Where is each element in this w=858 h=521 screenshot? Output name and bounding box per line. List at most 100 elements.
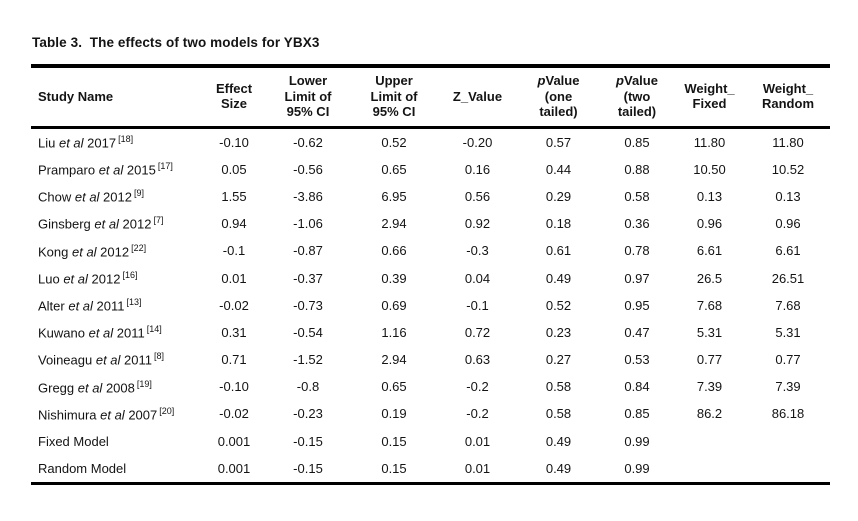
value-cell: 0.85	[624, 134, 650, 150]
value-cell: 0.13	[775, 188, 801, 204]
value-cell: 0.01	[221, 270, 247, 286]
citation-ref: [13]	[126, 297, 142, 308]
value-cell: 0.58	[545, 406, 572, 422]
value-cell: 0.94	[221, 216, 247, 232]
value-cell: 0.66	[381, 243, 407, 259]
value-cell: 0.01	[464, 433, 491, 449]
value-cell: -0.10	[219, 379, 249, 395]
value-cell: 0.56	[464, 188, 491, 204]
value-cell: 5.31	[696, 324, 723, 340]
value-cell: 0.29	[545, 188, 572, 204]
citation-ref: [17]	[157, 161, 173, 172]
value-cell: 0.44	[545, 161, 572, 177]
value-cell: 10.52	[771, 161, 805, 177]
table-body: Liu et al 2017 [18] -0.10 -0.62 0.52 -0.20 0.5…	[31, 127, 830, 483]
value-cell: 0.58	[545, 379, 572, 395]
study-name-cell: Kuwano et al 2011 [14]	[38, 324, 162, 341]
effects-table-container: Study Name Effect Size Lower Limit of 95% CI U…	[31, 64, 830, 485]
value-cell: -0.8	[296, 379, 320, 395]
value-cell: 0.04	[464, 270, 491, 286]
value-cell: 86.2	[696, 406, 723, 422]
value-cell: 0.77	[696, 352, 723, 368]
col-header-weight-random: Weight_ Random	[746, 66, 830, 129]
study-name-cell: Ginsberg et al 2012 [7]	[38, 215, 164, 232]
col-header-lower-limit: Lower Limit of 95% CI	[267, 66, 349, 129]
value-cell: 7.39	[696, 379, 723, 395]
value-cell: 11.80	[772, 134, 804, 150]
citation-ref: [22]	[131, 242, 147, 253]
value-cell: 26.5	[696, 270, 723, 286]
study-name-cell: Voineagu et al 2011 [8]	[38, 351, 165, 368]
col-header-weight-fixed: Weight_ Fixed	[673, 66, 746, 129]
value-cell: 0.19	[381, 406, 407, 422]
value-cell: -0.02	[219, 406, 249, 422]
study-name-cell: Fixed Model	[38, 433, 109, 449]
value-cell: 0.99	[624, 460, 650, 476]
value-cell: 0.78	[624, 243, 650, 259]
table-row: Random Model 0.001 -0.15 0.15 0.01 0.49 0.99	[31, 455, 830, 484]
table-row: Nishimura et al 2007 [20] -0.02 -0.23 0.19 -0…	[31, 400, 830, 427]
value-cell: 0.15	[381, 460, 407, 476]
value-cell: -0.15	[293, 460, 323, 476]
value-cell: 0.27	[545, 352, 572, 368]
value-cell: -0.1	[466, 297, 489, 313]
table-row: Kuwano et al 2011 [14] 0.31 -0.54 1.16 0.72 0.…	[31, 319, 830, 346]
col-header-upper-limit: Upper Limit of 95% CI	[349, 66, 439, 129]
value-cell: -0.23	[293, 406, 323, 422]
value-cell: 0.85	[624, 406, 650, 422]
citation-ref: [14]	[146, 324, 162, 335]
study-name-cell: Liu et al 2017 [18]	[38, 133, 134, 151]
value-cell: 1.55	[221, 188, 247, 204]
value-cell: -0.2	[466, 379, 489, 395]
value-cell: 0.71	[221, 352, 247, 368]
value-cell: 0.97	[624, 270, 650, 286]
value-cell: 0.61	[545, 243, 572, 259]
value-cell: 0.52	[381, 134, 407, 150]
table-row: Kong et al 2012 [22] -0.1 -0.87 0.66 -0.3 0.61…	[31, 237, 830, 264]
value-cell: 0.65	[381, 161, 407, 177]
header-row: Study Name Effect Size Lower Limit of 95% CI U…	[31, 66, 830, 129]
table-row: Voineagu et al 2011 [8] 0.71 -1.52 2.94 0.63 0…	[31, 346, 830, 373]
value-cell: 0.18	[545, 216, 572, 232]
value-cell: 0.65	[381, 379, 407, 395]
table-row: Luo et al 2012 [16] 0.01 -0.37 0.39 0.04 0.49 0…	[31, 264, 830, 291]
citation-ref: [20]	[159, 405, 175, 416]
col-header-p-two-tailed: pValue (two tailed)	[601, 66, 673, 129]
citation-ref: [18]	[118, 133, 134, 144]
value-cell: 0.72	[464, 324, 491, 340]
value-cell: 2.94	[381, 352, 407, 368]
value-cell: 0.58	[624, 188, 650, 204]
value-cell: 0.001	[217, 433, 251, 449]
table-row: Gregg et al 2008 [19] -0.10 -0.8 0.65 -0.2 0.5…	[31, 373, 830, 400]
value-cell: -1.06	[293, 216, 323, 232]
value-cell: 0.13	[696, 188, 723, 204]
value-cell	[673, 428, 746, 455]
value-cell: 0.23	[545, 324, 572, 340]
value-cell: 0.77	[775, 352, 801, 368]
value-cell	[746, 455, 830, 484]
study-name-cell: Pramparo et al 2015 [17]	[38, 161, 173, 178]
value-cell: -0.37	[293, 270, 323, 286]
value-cell: -0.54	[293, 324, 323, 340]
value-cell: 0.69	[381, 297, 407, 313]
value-cell: 86.18	[771, 406, 805, 422]
value-cell: -1.52	[293, 352, 323, 368]
citation-ref: [7]	[153, 215, 164, 226]
value-cell	[673, 455, 746, 484]
study-name-cell: Random Model	[38, 460, 127, 476]
value-cell: -0.3	[466, 243, 489, 259]
citation-ref: [8]	[154, 351, 165, 362]
value-cell: -0.15	[293, 433, 323, 449]
table-row: Ginsberg et al 2012 [7] 0.94 -1.06 2.94 0.92 0…	[31, 210, 830, 237]
value-cell: 7.68	[696, 297, 723, 313]
value-cell: 26.51	[771, 270, 805, 286]
value-cell: 6.61	[775, 243, 801, 259]
col-header-study-name: Study Name	[31, 66, 201, 129]
table-row: Pramparo et al 2015 [17] 0.05 -0.56 0.65 0.16…	[31, 156, 830, 183]
value-cell: -0.62	[293, 134, 323, 150]
value-cell: 0.63	[464, 352, 491, 368]
study-name-cell: Chow et al 2012 [9]	[38, 188, 144, 205]
value-cell: 7.39	[775, 379, 801, 395]
value-cell	[746, 428, 830, 455]
value-cell: 0.49	[545, 433, 572, 449]
